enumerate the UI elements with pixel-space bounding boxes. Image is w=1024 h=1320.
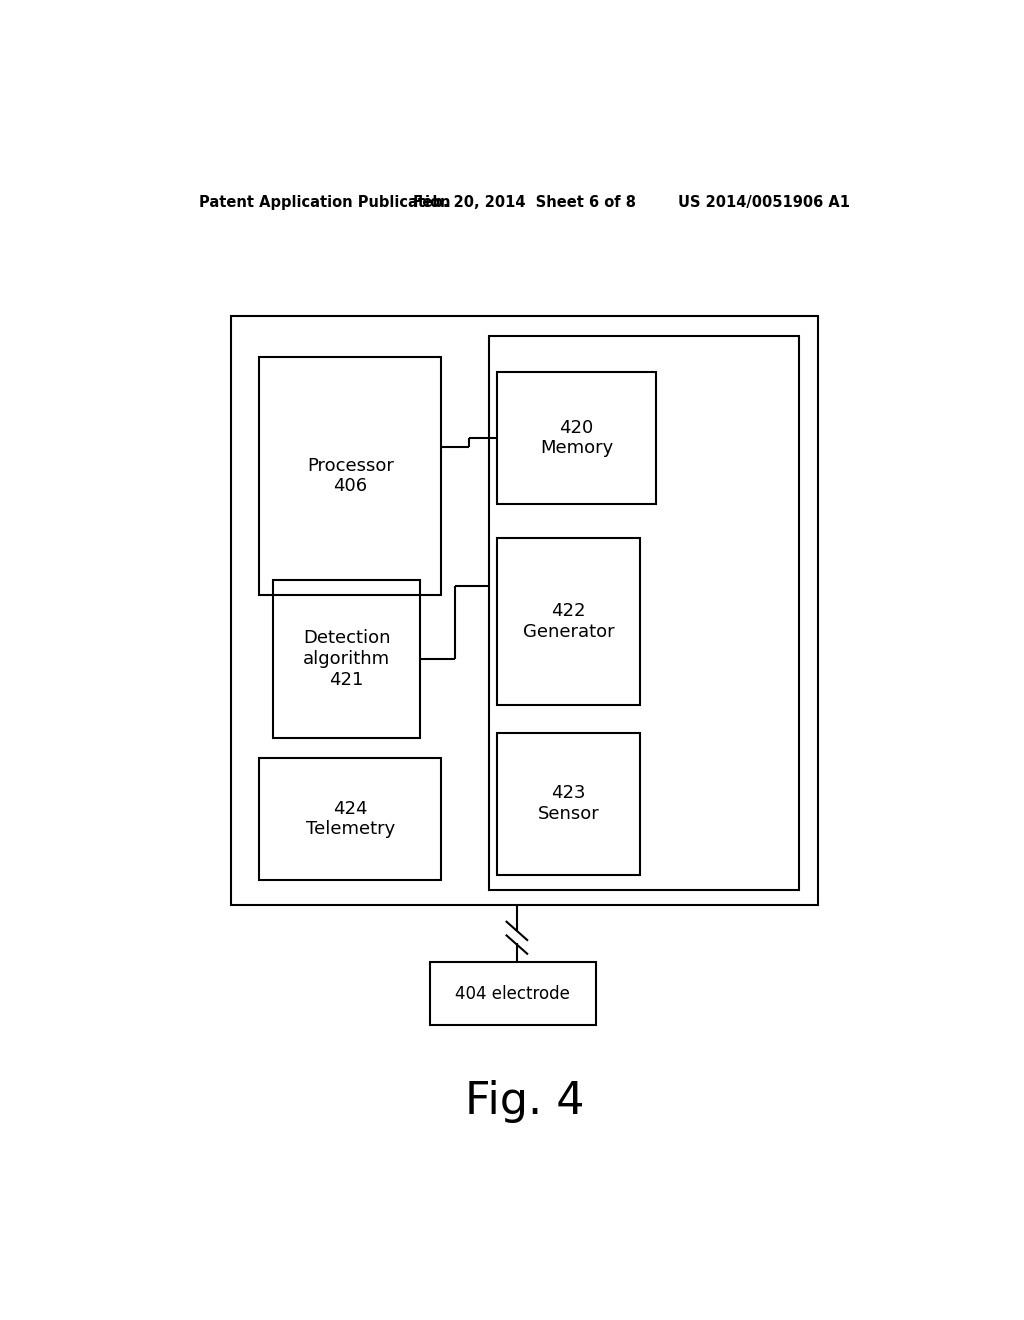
Bar xyxy=(259,758,441,880)
Bar xyxy=(497,372,655,504)
Text: Processor
406: Processor 406 xyxy=(307,457,393,495)
Text: Patent Application Publication: Patent Application Publication xyxy=(200,194,451,210)
Text: Detection
algorithm
421: Detection algorithm 421 xyxy=(303,630,390,689)
Bar xyxy=(259,356,441,595)
Text: 420
Memory: 420 Memory xyxy=(540,418,613,457)
Text: US 2014/0051906 A1: US 2014/0051906 A1 xyxy=(678,194,850,210)
Text: 404 electrode: 404 electrode xyxy=(456,985,570,1003)
Bar xyxy=(430,962,596,1026)
Bar xyxy=(273,581,420,738)
Bar xyxy=(489,337,799,890)
Text: 422
Generator: 422 Generator xyxy=(522,602,614,640)
Text: 423
Sensor: 423 Sensor xyxy=(538,784,599,824)
Bar xyxy=(231,315,818,906)
Bar xyxy=(497,537,640,705)
Text: Feb. 20, 2014  Sheet 6 of 8: Feb. 20, 2014 Sheet 6 of 8 xyxy=(414,194,636,210)
Text: 424
Telemetry: 424 Telemetry xyxy=(305,800,395,838)
Bar xyxy=(497,733,640,875)
Text: Fig. 4: Fig. 4 xyxy=(465,1080,585,1123)
